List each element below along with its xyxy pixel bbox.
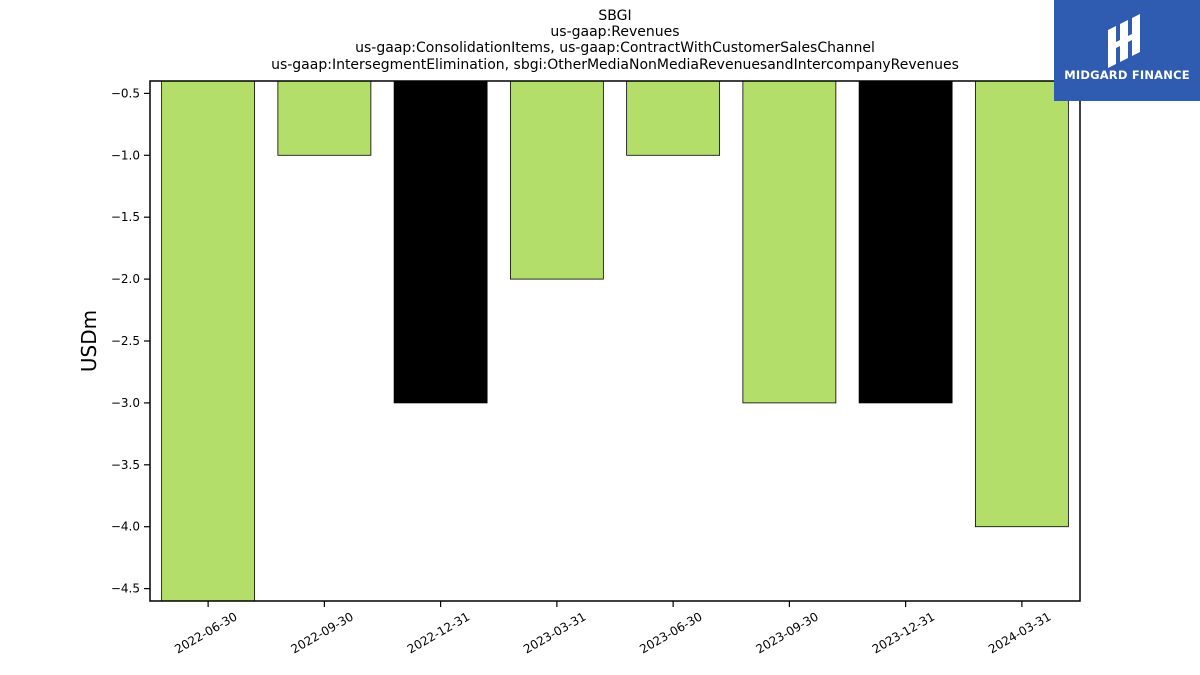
bar-2023-12-31 <box>858 80 953 404</box>
bar-2022-12-31 <box>393 80 488 404</box>
x-tick-label: 2022-06-30 <box>172 609 239 656</box>
y-tick-label: −0.5 <box>111 86 140 100</box>
logo-text: MIDGARD FINANCE <box>1064 68 1190 82</box>
x-tick-label: 2023-12-31 <box>870 609 937 656</box>
x-axis: 2022-06-30 2022-09-30 2022-12-31 2023-03-31… <box>172 601 1053 656</box>
y-tick-label: −3.5 <box>111 458 140 472</box>
x-tick-label: 2023-03-31 <box>521 609 588 656</box>
y-tick-label: −3.0 <box>111 396 140 410</box>
bars-group <box>161 80 1069 602</box>
chart-title-line-4: us-gaap:IntersegmentElimination, sbgi:Ot… <box>271 57 959 73</box>
x-tick-label: 2024-03-31 <box>986 609 1053 656</box>
y-axis: −0.5 −1.0 −1.5 −2.0 −2.5 −3.0 −3.5 −4.0 −4.5 <box>111 86 150 596</box>
chart-title-line-3: us-gaap:ConsolidationItems, us-gaap:Cont… <box>355 40 875 56</box>
bar-2023-06-30 <box>626 80 721 156</box>
bar-2024-03-31 <box>974 80 1069 528</box>
x-tick-label: 2022-12-31 <box>405 609 472 656</box>
x-tick-label: 2023-06-30 <box>637 609 704 656</box>
bar-2022-06-30 <box>161 80 256 602</box>
bar-2023-03-31 <box>509 80 604 280</box>
bar-2022-09-30 <box>277 80 372 156</box>
y-tick-label: −4.5 <box>111 582 140 596</box>
bar-2023-09-30 <box>742 80 837 404</box>
y-tick-label: −1.0 <box>111 148 140 162</box>
y-tick-label: −2.0 <box>111 272 140 286</box>
plot-frame <box>149 80 1081 602</box>
y-tick-label: −2.5 <box>111 334 140 348</box>
midgard-finance-logo: MIDGARD FINANCE <box>1054 0 1200 101</box>
x-tick-label: 2023-09-30 <box>753 609 820 656</box>
y-tick-label: −1.5 <box>111 210 140 224</box>
chart-title: SBGI us-gaap:Revenues us-gaap:Consolidat… <box>271 8 959 73</box>
y-tick-label: −4.0 <box>111 520 140 534</box>
chart-title-line-1: SBGI <box>598 8 631 24</box>
x-tick-label: 2022-09-30 <box>288 609 355 656</box>
chart-title-line-2: us-gaap:Revenues <box>550 24 679 40</box>
midgard-logo-icon <box>1108 14 1140 68</box>
y-axis-label: USDm <box>77 310 101 372</box>
